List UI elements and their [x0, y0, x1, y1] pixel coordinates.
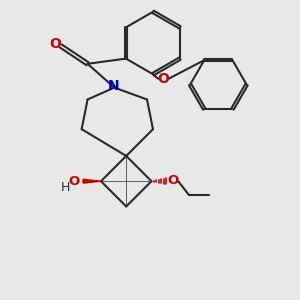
Text: O: O — [158, 72, 169, 86]
Text: H: H — [61, 181, 70, 194]
Text: N: N — [108, 80, 120, 93]
Text: O: O — [49, 38, 61, 52]
Text: O: O — [68, 175, 79, 188]
Polygon shape — [83, 179, 101, 183]
Text: O: O — [167, 174, 178, 187]
